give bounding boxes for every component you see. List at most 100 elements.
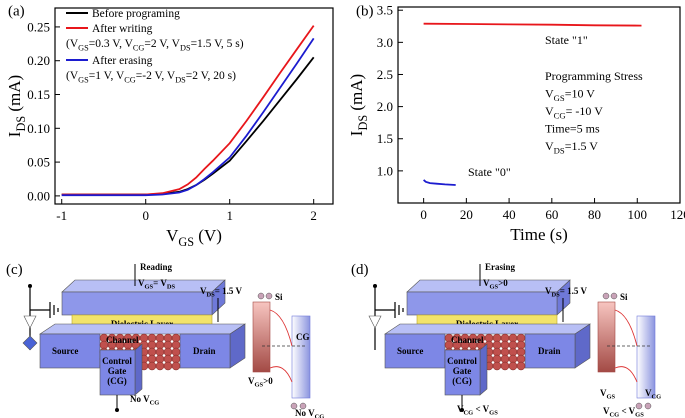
subscript: GS [635,412,644,418]
text-part: = -10 V [566,104,604,118]
text-part: (mA) [5,75,24,116]
band-left-label: VGS>0 [248,376,273,389]
channel-atom [163,361,173,371]
subscript: GS [554,93,565,103]
subscript: DS [14,116,28,132]
subscript: DS [356,115,370,131]
substrate-top [384,323,591,335]
annotation: VGS=10 V [545,87,595,104]
y-tick-label: 0.20 [27,53,50,68]
mode-label: Erasing [485,262,516,272]
data-line [61,37,315,197]
control-gate-side [134,343,143,396]
text-part: < V [619,406,635,416]
band-right-label: No VCG [295,408,324,418]
terminal [460,408,464,412]
carrier [610,292,618,300]
subscript: CG [124,75,136,84]
band-si [597,301,616,373]
gate-front [61,291,213,316]
control-gate-bias: No VCG [130,394,159,407]
carrier [602,292,610,300]
channel-atom [147,361,157,371]
channel-atom [500,361,510,371]
text-part: V [248,376,255,386]
control-gate [444,349,481,396]
y-tick-label: 0.05 [27,155,50,170]
terminal [28,284,32,288]
subscript: DS [175,75,186,84]
text-part: >0 [498,278,508,288]
control-gate-label: Control [447,356,477,366]
text-part: =10 V [565,87,596,101]
gate-bias: VGS= VDS [138,278,176,291]
band-right-label: VCG [645,388,661,401]
channel-atom [155,361,165,371]
text-part: =1 V, V [89,70,125,82]
carrier [290,402,298,410]
carrier [265,292,273,300]
panel-label: (d) [351,262,369,278]
channel-atom [492,361,502,371]
text-part: =2 V, V [144,38,180,50]
subscript: GS [490,284,499,291]
text-part: (mA) [347,74,366,115]
drain [179,333,231,369]
text-part: V [600,388,607,398]
y-tick-label: 2.0 [377,99,393,114]
text-part: Programming Stress [545,69,643,83]
subscript: DS [180,43,191,52]
control-gate-label: Control [102,356,132,366]
data-line [423,22,642,27]
legend-label: Before programing [92,8,180,20]
band-edge [614,309,638,383]
source-label: Source [52,346,78,356]
control-gate-side [479,343,488,396]
subscript: GS [178,235,194,249]
subscript: CG [150,400,160,407]
y-tick-label: 1.5 [377,131,393,146]
x-tick-label: 2 [310,208,317,223]
text-part: V [545,104,554,118]
subscript: CG [652,394,662,401]
text-part: =1.5 V [565,139,599,153]
text-part: V [545,139,554,153]
band-cg [636,315,656,399]
text-part: < V [473,404,489,414]
carrier [635,402,643,410]
text-part: V [457,404,464,414]
carrier [299,402,307,410]
source-label: Source [397,346,423,356]
circuit-symbol [23,315,37,329]
text-part: (V) [194,226,222,245]
y-tick-label: 3.0 [377,35,393,50]
drain [524,333,576,369]
subscript: CG [133,43,145,52]
y-axis-label: IDS (mA) [347,74,370,136]
text-part: (V [66,38,79,50]
subscript: CG [554,111,566,121]
text-part: = 1.5 V [215,286,243,296]
text-part: I [5,131,24,137]
band-cg-label: CG [296,332,310,342]
circuit-symbol [368,315,382,329]
text-part: =1.5 V, 5 s) [191,38,244,50]
mode-label: Reading [140,262,173,272]
carrier [644,402,652,410]
x-tick-label: 60 [545,207,558,222]
band-caption: VCG < VGS [603,406,644,418]
plot-frame [397,6,681,204]
text-part: V [138,278,145,288]
annotation: VDS=1.5 V [545,139,598,156]
annotation: State "1" [545,33,588,47]
annotation: State "0" [468,165,511,179]
control-gate-bias: VCG < VGS [457,404,498,417]
plot-frame [54,7,334,205]
legend-label: After erasing [92,55,153,67]
legend-label: After writing [92,23,153,35]
text-part: V [545,286,552,296]
text-part: = 1.5 V [560,286,588,296]
subscript: DS [554,146,565,156]
